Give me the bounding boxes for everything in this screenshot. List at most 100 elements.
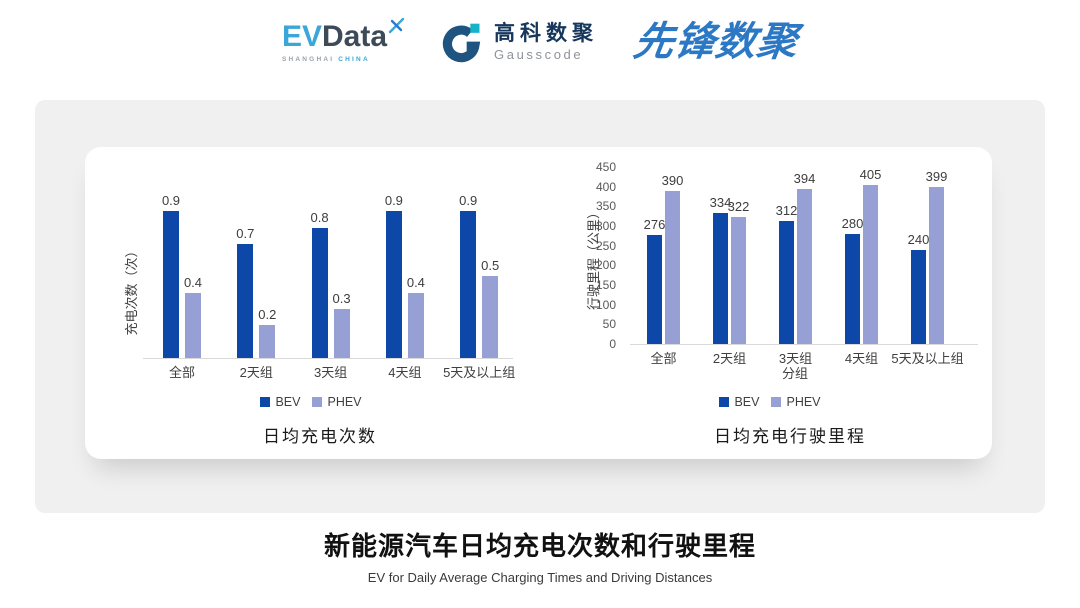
evdata-data-text: Data xyxy=(322,19,388,53)
y-tick-label: 450 xyxy=(595,160,616,174)
y-tick-label: 350 xyxy=(595,199,616,214)
legend-label: PHEV xyxy=(327,395,362,409)
bar-value-label: 0.2 xyxy=(258,307,277,322)
legend-item: PHEV xyxy=(771,395,821,409)
chart-daily-charging-times: 充电次数（次） 0.9 0.4 全部 0.7 0.2 2天组 0.8 0.3 3天组 0.9 0.4 4… xyxy=(100,150,540,450)
evdata-subtitle: SHANGHAI CHINA xyxy=(282,56,405,63)
bar-value-label: 334 xyxy=(709,195,732,210)
y-tick-label: 150 xyxy=(595,278,616,292)
bar-value-label: 312 xyxy=(775,203,798,218)
charts-card xyxy=(85,147,992,459)
legend-item: BEV xyxy=(719,395,759,409)
evdata-logo: EV Data SHANGHAI CHINA xyxy=(281,17,405,63)
bev-bar xyxy=(647,235,662,344)
category-label: 2天组 xyxy=(239,365,273,380)
header: EV Data SHANGHAI CHINA 高科数聚 Gausscode 先锋数… xyxy=(0,17,1080,64)
main-subtitle: EV for Daily Average Charging Times and … xyxy=(367,570,713,585)
phev-bar xyxy=(482,276,499,358)
bev-bar xyxy=(845,234,860,344)
phev-bar xyxy=(259,325,276,358)
bar-value-label: 0.9 xyxy=(384,193,403,208)
gausscode-en-text: Gausscode xyxy=(494,46,584,62)
x-axis-line xyxy=(630,344,978,345)
bar-value-label: 240 xyxy=(907,232,930,247)
bar-value-label: 0.9 xyxy=(459,193,478,208)
y-tick-label: 100 xyxy=(595,297,616,312)
evdata-spark-icon xyxy=(388,17,405,33)
evdata-wordmark: EV Data xyxy=(281,17,405,53)
category-label: 5天及以上组 xyxy=(443,365,516,380)
gausscode-logo: 高科数聚 Gausscode xyxy=(441,20,598,64)
y-tick-label: 300 xyxy=(595,219,616,233)
x-axis-line xyxy=(143,358,513,359)
category-label: 4天组 xyxy=(844,351,879,366)
bar-value-label: 0.9 xyxy=(161,193,181,208)
evdata-china-text: CHINA xyxy=(338,55,370,63)
phev-bar xyxy=(797,189,812,344)
phev-bar xyxy=(407,293,424,358)
evdata-shanghai-text: SHANGHAI xyxy=(281,55,335,63)
bev-bar xyxy=(779,221,794,344)
bar-value-label: 276 xyxy=(643,217,666,232)
category-label: 5天及以上组 xyxy=(891,351,964,366)
category-label: 全部 xyxy=(168,365,195,380)
bev-bar xyxy=(460,211,477,358)
bev-bar xyxy=(311,228,328,358)
phev-bar xyxy=(863,185,878,344)
y-tick-label: 400 xyxy=(595,179,616,194)
legend-swatch-icon xyxy=(260,397,271,407)
bev-bar xyxy=(237,244,254,358)
category-label: 全部 xyxy=(650,351,677,366)
phev-bar xyxy=(665,191,680,344)
bar-value-label: 0.7 xyxy=(236,226,255,241)
legend-label: BEV xyxy=(275,395,301,409)
gausscode-text: 高科数聚 Gausscode xyxy=(494,22,598,61)
x-axis-title: 分组 xyxy=(781,366,808,381)
y-tick-label: 0 xyxy=(609,337,616,351)
legend-swatch-icon xyxy=(771,397,782,407)
legend-item: PHEV xyxy=(312,395,362,409)
legend-swatch-icon xyxy=(312,397,323,407)
main-title: 新能源汽车日均充电次数和行驶里程 xyxy=(323,531,756,561)
bev-bar xyxy=(163,211,179,358)
y-tick-label: 50 xyxy=(602,317,616,332)
evdata-ev-text: EV xyxy=(281,19,322,53)
legend-label: BEV xyxy=(734,395,760,409)
gausscode-g-icon xyxy=(442,23,481,63)
bar-value-label: 0.4 xyxy=(406,275,425,290)
phev-bar xyxy=(929,187,944,344)
legend: BEV PHEV xyxy=(191,395,431,409)
bev-bar xyxy=(385,211,402,358)
bar-value-label: 322 xyxy=(727,199,750,214)
bev-bar xyxy=(911,250,926,344)
bar-value-label: 0.4 xyxy=(183,275,203,290)
bar-value-label: 399 xyxy=(925,169,948,184)
phev-bar xyxy=(333,309,350,358)
chart-daily-driving-distance: 行驶里程（公里） 0 50 100 150 200 250 300 350 400 450 276 39… xyxy=(580,150,1020,450)
legend: BEV PHEV xyxy=(650,395,890,409)
bar-value-label: 280 xyxy=(841,216,864,231)
bar-value-label: 0.8 xyxy=(310,210,329,225)
bar-value-label: 394 xyxy=(793,171,816,186)
chart-title: 日均充电次数 xyxy=(263,427,377,446)
footer: 新能源汽车日均充电次数和行驶里程 EV for Daily Average Ch… xyxy=(0,526,1080,585)
bar-value-label: 390 xyxy=(661,173,684,188)
legend-swatch-icon xyxy=(719,397,730,407)
bar-value-label: 0.3 xyxy=(332,291,351,306)
legend-item: BEV xyxy=(260,395,300,409)
y-tick-label: 250 xyxy=(595,238,616,253)
bar-value-label: 0.5 xyxy=(481,258,500,273)
y-axis-title: 充电次数（次） xyxy=(124,244,139,336)
category-label: 4天组 xyxy=(388,365,422,380)
bev-bar xyxy=(713,213,728,344)
category-label: 3天组 xyxy=(313,365,348,380)
legend-label: PHEV xyxy=(786,395,821,409)
xianfeng-logo: 先锋数聚 xyxy=(630,20,802,64)
phev-bar xyxy=(185,293,201,358)
bar-value-label: 405 xyxy=(859,167,882,182)
chart-title: 日均充电行驶里程 xyxy=(714,427,866,446)
phev-bar xyxy=(731,217,746,344)
y-tick-label: 200 xyxy=(595,258,616,273)
category-label: 3天组 xyxy=(778,351,813,366)
gausscode-cn-text: 高科数聚 xyxy=(494,22,599,46)
